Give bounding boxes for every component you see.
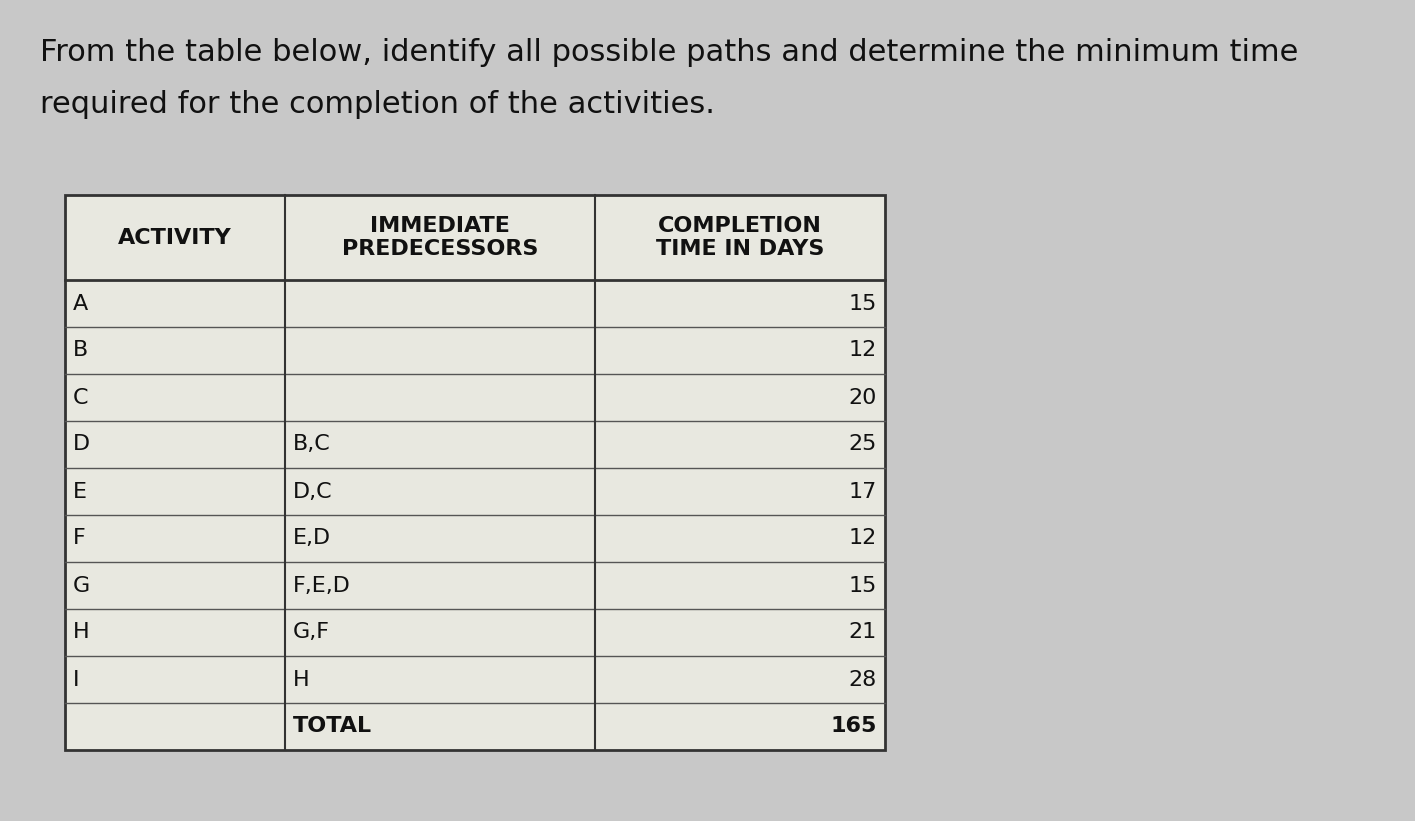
- Text: ACTIVITY: ACTIVITY: [117, 227, 232, 247]
- Text: 15: 15: [849, 576, 877, 595]
- Text: From the table below, identify all possible paths and determine the minimum time: From the table below, identify all possi…: [40, 38, 1299, 67]
- Bar: [65, 195, 884, 750]
- Text: 12: 12: [849, 341, 877, 360]
- Text: D: D: [74, 434, 91, 455]
- Text: TOTAL: TOTAL: [293, 717, 372, 736]
- Text: 21: 21: [849, 622, 877, 643]
- Text: G,F: G,F: [293, 622, 330, 643]
- Text: B,C: B,C: [293, 434, 331, 455]
- Text: E: E: [74, 481, 86, 502]
- Text: I: I: [74, 669, 79, 690]
- Text: 20: 20: [849, 388, 877, 407]
- Text: required for the completion of the activities.: required for the completion of the activ…: [40, 90, 715, 119]
- Text: COMPLETION
TIME IN DAYS: COMPLETION TIME IN DAYS: [655, 216, 824, 259]
- Text: H: H: [293, 669, 310, 690]
- Text: IMMEDIATE
PREDECESSORS: IMMEDIATE PREDECESSORS: [342, 216, 538, 259]
- Text: F: F: [74, 529, 86, 548]
- Bar: [65, 195, 884, 750]
- Text: 17: 17: [849, 481, 877, 502]
- Text: F,E,D: F,E,D: [293, 576, 351, 595]
- Text: 25: 25: [849, 434, 877, 455]
- Text: G: G: [74, 576, 91, 595]
- Text: A: A: [74, 293, 88, 314]
- Text: D,C: D,C: [293, 481, 333, 502]
- Text: E,D: E,D: [293, 529, 331, 548]
- Text: 165: 165: [831, 717, 877, 736]
- Text: 15: 15: [849, 293, 877, 314]
- Text: B: B: [74, 341, 88, 360]
- Text: 28: 28: [849, 669, 877, 690]
- Text: C: C: [74, 388, 89, 407]
- Text: 12: 12: [849, 529, 877, 548]
- Text: H: H: [74, 622, 89, 643]
